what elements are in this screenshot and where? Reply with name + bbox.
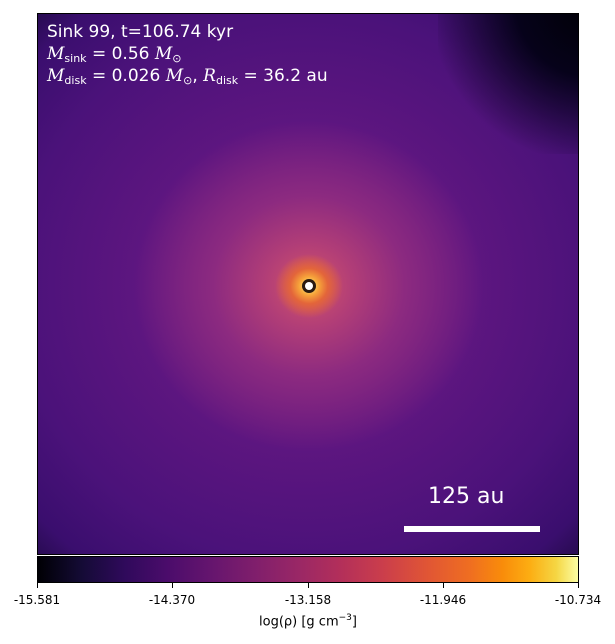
sink-mass-line: Msink = 0.56 M⊙ — [47, 44, 182, 65]
colorbar-tick — [308, 583, 309, 588]
scale-bar-label: 125 au — [428, 484, 505, 509]
colorbar-tick — [172, 583, 173, 588]
colorbar-label: log(ρ) [g cm−3] — [259, 613, 357, 630]
colorbar — [37, 556, 579, 583]
colorbar-tick — [578, 583, 579, 588]
colorbar-tick-label: -15.581 — [13, 593, 61, 607]
colorbar-tick — [443, 583, 444, 588]
colorbar-tick-label: -14.370 — [148, 593, 196, 607]
colorbar-tick-label: -11.946 — [419, 593, 467, 607]
sink-title: Sink 99, t=106.74 kyr — [47, 22, 234, 42]
colorbar-tick-label: -13.158 — [284, 593, 332, 607]
colorbar-tick-label: -10.734 — [554, 593, 602, 607]
disk-properties-line: Mdisk = 0.026 M⊙, Rdisk = 36.2 au — [47, 66, 328, 87]
colorbar-tick — [37, 583, 38, 588]
sink-particle-marker — [302, 279, 316, 293]
sink-particle-center — [305, 282, 313, 290]
low-density-region — [438, 14, 578, 154]
scale-bar — [404, 526, 540, 532]
density-map: Sink 99, t=106.74 kyr Msink = 0.56 M⊙ Md… — [37, 13, 579, 555]
